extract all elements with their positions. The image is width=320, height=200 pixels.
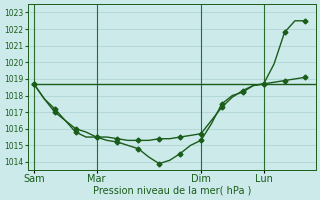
X-axis label: Pression niveau de la mer( hPa ): Pression niveau de la mer( hPa ) — [92, 186, 251, 196]
